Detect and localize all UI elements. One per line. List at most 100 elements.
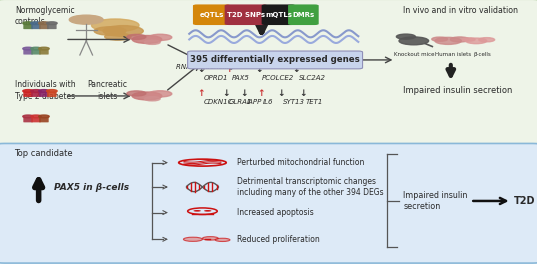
Circle shape (31, 115, 41, 118)
Circle shape (479, 37, 495, 42)
Circle shape (450, 37, 469, 42)
Text: T2D: T2D (514, 196, 536, 206)
Circle shape (202, 237, 219, 240)
Circle shape (39, 115, 49, 118)
Text: Reduced proliferation: Reduced proliferation (237, 235, 320, 244)
Text: mQTLs: mQTLs (265, 12, 292, 18)
Circle shape (69, 15, 103, 24)
Text: IL6: IL6 (263, 98, 274, 105)
Circle shape (31, 89, 41, 92)
Circle shape (47, 89, 57, 92)
Circle shape (435, 37, 461, 44)
FancyBboxPatch shape (288, 4, 318, 25)
Circle shape (39, 47, 49, 50)
FancyBboxPatch shape (23, 91, 33, 97)
Circle shape (462, 38, 475, 41)
FancyBboxPatch shape (47, 91, 56, 97)
FancyBboxPatch shape (0, 0, 537, 145)
FancyBboxPatch shape (39, 49, 49, 55)
Text: PAX5: PAX5 (231, 75, 249, 81)
Text: ↓: ↓ (299, 89, 307, 98)
Circle shape (399, 37, 429, 45)
Circle shape (149, 34, 172, 40)
FancyBboxPatch shape (47, 24, 56, 29)
Text: Pancreatic
islets: Pancreatic islets (88, 81, 127, 101)
Circle shape (94, 27, 126, 35)
Circle shape (103, 26, 143, 36)
FancyBboxPatch shape (31, 117, 41, 122)
Circle shape (193, 210, 201, 212)
Circle shape (31, 22, 41, 25)
Circle shape (23, 22, 33, 25)
Circle shape (206, 239, 209, 240)
Text: TET1: TET1 (306, 98, 323, 105)
Text: Top candidate: Top candidate (14, 149, 72, 158)
Text: GLRA1: GLRA1 (228, 98, 252, 105)
Circle shape (184, 237, 202, 241)
Text: eQTLs: eQTLs (200, 12, 224, 18)
Circle shape (144, 97, 160, 101)
Circle shape (396, 34, 416, 39)
Text: CDKN1C: CDKN1C (204, 98, 233, 105)
Circle shape (23, 89, 33, 92)
Circle shape (31, 47, 41, 50)
Circle shape (144, 40, 160, 44)
Circle shape (215, 238, 230, 242)
Circle shape (127, 91, 146, 96)
Text: ↓: ↓ (222, 89, 229, 98)
Circle shape (39, 89, 49, 92)
FancyBboxPatch shape (39, 91, 49, 97)
Text: SLC2A2: SLC2A2 (299, 75, 325, 81)
Text: Impaired insulin
secretion: Impaired insulin secretion (403, 191, 468, 211)
Circle shape (149, 91, 172, 97)
FancyBboxPatch shape (187, 51, 362, 69)
FancyBboxPatch shape (23, 24, 33, 29)
Circle shape (466, 38, 487, 44)
Text: Perturbed mitochondrial function: Perturbed mitochondrial function (237, 158, 364, 167)
Circle shape (132, 92, 162, 100)
Text: IAPP: IAPP (247, 98, 262, 105)
FancyBboxPatch shape (23, 49, 33, 55)
Circle shape (132, 35, 162, 43)
Text: Knockout mice: Knockout mice (394, 52, 434, 57)
Text: ↓: ↓ (277, 89, 285, 98)
Text: ↑: ↑ (197, 89, 205, 98)
Text: Individuals with
Type 2 diabetes: Individuals with Type 2 diabetes (15, 81, 76, 101)
Text: Detrimental transcriptomic changes
including many of the other 394 DEGs: Detrimental transcriptomic changes inclu… (237, 177, 383, 197)
Text: Human islets: Human islets (436, 52, 471, 57)
FancyBboxPatch shape (39, 24, 49, 29)
Text: T2D SNPs: T2D SNPs (227, 12, 265, 18)
Text: β-cells: β-cells (474, 52, 491, 57)
Circle shape (432, 37, 448, 41)
Text: Increased apoptosis: Increased apoptosis (237, 208, 314, 217)
Circle shape (204, 210, 212, 212)
Text: ↑: ↑ (257, 89, 264, 98)
Text: 395 differentially expressed genes: 395 differentially expressed genes (190, 55, 360, 64)
Text: ↓: ↓ (255, 65, 263, 74)
Text: PCOLCE2: PCOLCE2 (262, 75, 294, 81)
Text: Impaired insulin secretion: Impaired insulin secretion (403, 86, 513, 95)
FancyBboxPatch shape (262, 4, 295, 25)
FancyBboxPatch shape (0, 143, 537, 263)
Text: RNA sequencing: RNA sequencing (176, 64, 234, 70)
FancyBboxPatch shape (31, 24, 41, 29)
FancyBboxPatch shape (224, 4, 267, 25)
FancyBboxPatch shape (39, 117, 49, 122)
FancyBboxPatch shape (23, 117, 33, 122)
Circle shape (91, 19, 139, 32)
Text: ↓: ↓ (241, 89, 248, 98)
Text: SYT13: SYT13 (284, 98, 306, 105)
Circle shape (39, 22, 49, 25)
Text: ↑: ↑ (225, 65, 233, 74)
Text: ↓: ↓ (197, 65, 205, 74)
Text: ↓: ↓ (292, 65, 300, 74)
Circle shape (47, 22, 57, 25)
Circle shape (105, 33, 131, 40)
FancyBboxPatch shape (31, 49, 41, 55)
Text: In vivo and in vitro validation: In vivo and in vitro validation (403, 6, 518, 15)
Circle shape (23, 115, 33, 118)
Text: DMRs: DMRs (292, 12, 315, 18)
Text: PAX5 in β-cells: PAX5 in β-cells (54, 183, 129, 192)
Circle shape (127, 34, 146, 39)
Text: Normoglycemic
controls: Normoglycemic controls (15, 6, 75, 26)
